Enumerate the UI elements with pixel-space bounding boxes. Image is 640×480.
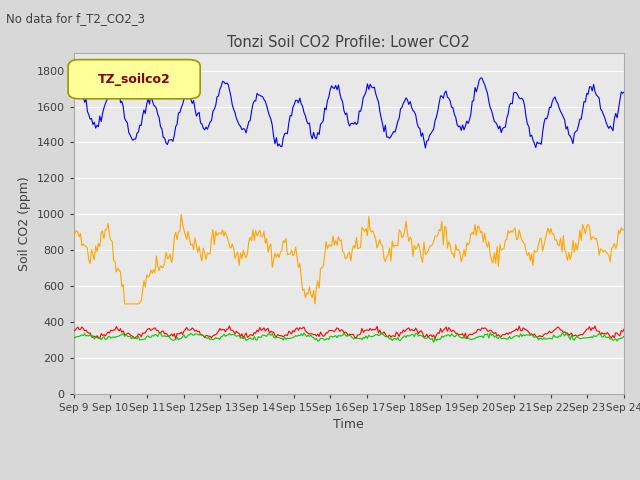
Y-axis label: Soil CO2 (ppm): Soil CO2 (ppm) [18, 176, 31, 271]
Title: Tonzi Soil CO2 Profile: Lower CO2: Tonzi Soil CO2 Profile: Lower CO2 [227, 35, 470, 50]
Text: No data for f_T2_CO2_3: No data for f_T2_CO2_3 [6, 12, 145, 25]
FancyBboxPatch shape [68, 60, 200, 99]
X-axis label: Time: Time [333, 418, 364, 431]
Text: TZ_soilco2: TZ_soilco2 [98, 73, 170, 86]
